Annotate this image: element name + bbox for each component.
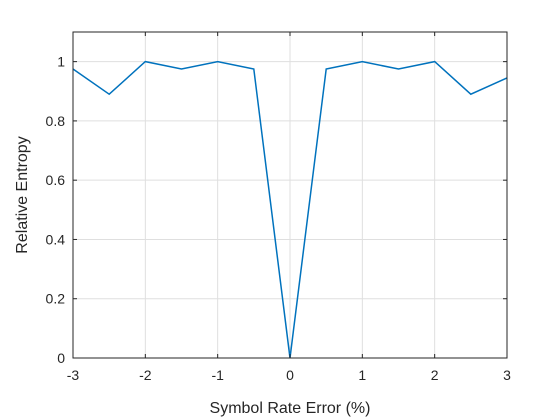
x-tick-label: -3 bbox=[67, 367, 80, 383]
x-tick-label: 2 bbox=[431, 367, 439, 383]
y-tick-label: 0 bbox=[57, 350, 65, 366]
x-tick-labels: -3 -2 -1 0 1 2 3 bbox=[67, 367, 511, 383]
x-tick-label: 0 bbox=[286, 367, 294, 383]
y-tick-labels: 0 0.2 0.4 0.6 0.8 1 bbox=[46, 54, 66, 366]
x-tick-label: -2 bbox=[139, 367, 152, 383]
x-tick-label: 3 bbox=[503, 367, 511, 383]
y-tick-label: 1 bbox=[57, 54, 65, 70]
y-tick-label: 0.8 bbox=[46, 113, 66, 129]
x-tick-label: -1 bbox=[211, 367, 224, 383]
y-tick-label: 0.4 bbox=[46, 231, 66, 247]
y-axis-label: Relative Entropy bbox=[14, 136, 31, 253]
y-tick-label: 0.2 bbox=[46, 291, 66, 307]
x-tick-label: 1 bbox=[358, 367, 366, 383]
x-axis-label: Symbol Rate Error (%) bbox=[210, 400, 371, 417]
ticks bbox=[72, 32, 508, 359]
y-tick-label: 0.6 bbox=[46, 172, 66, 188]
